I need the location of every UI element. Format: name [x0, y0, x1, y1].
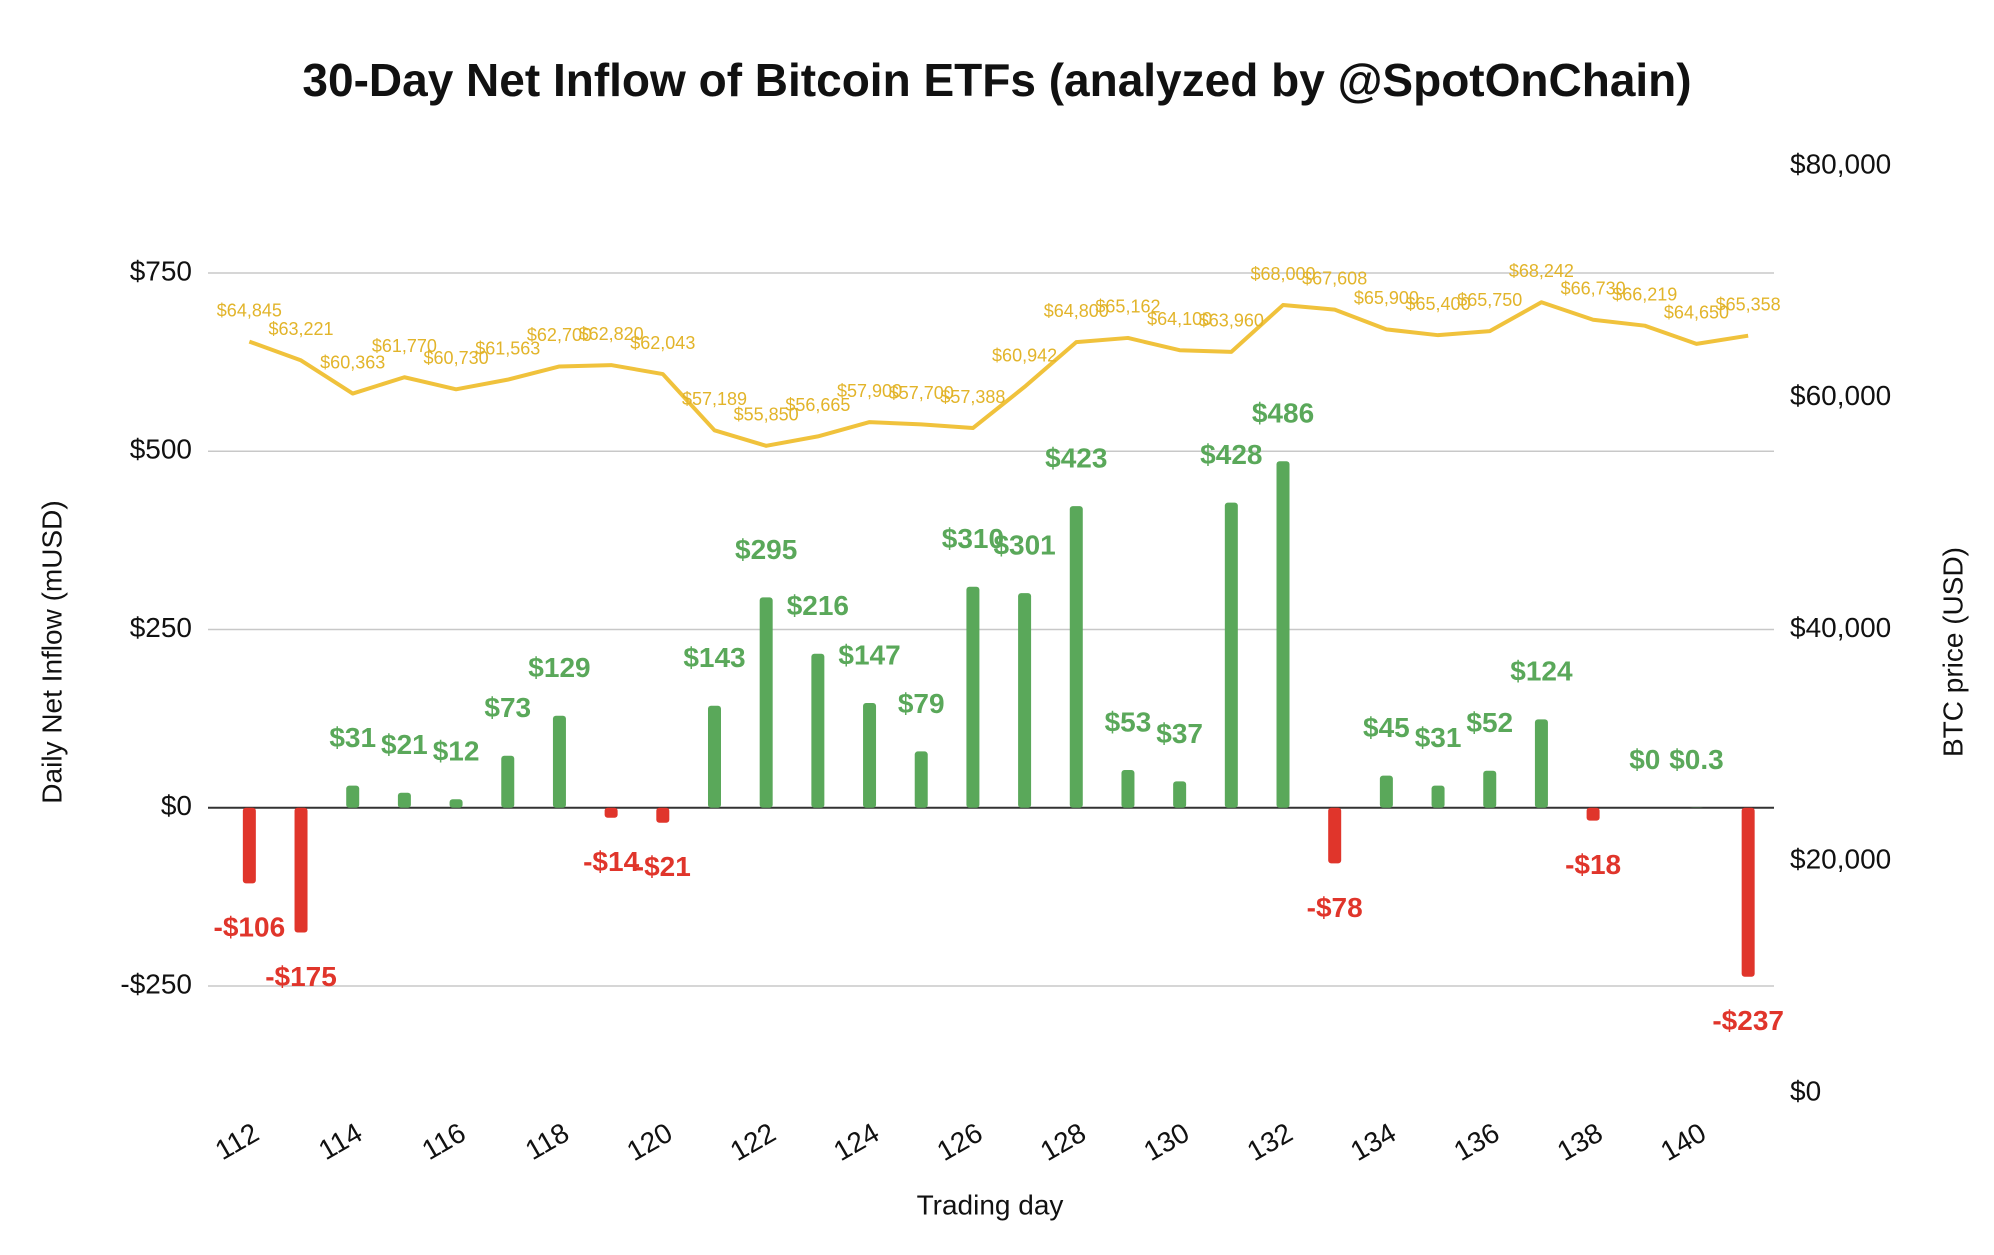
bar — [1483, 771, 1496, 808]
bar — [398, 793, 411, 808]
bar-value-label: $0 — [1629, 744, 1660, 775]
bar — [863, 703, 876, 808]
bar-value-label: $486 — [1252, 398, 1314, 429]
y2-tick-label: $20,000 — [1790, 844, 1891, 875]
bar-value-label: $0.3 — [1669, 744, 1724, 775]
bar-value-label: $428 — [1200, 439, 1262, 470]
bar-value-label: $21 — [381, 729, 428, 760]
y2-tick-label: $60,000 — [1790, 380, 1891, 411]
y2-tick-label: $40,000 — [1790, 612, 1891, 643]
bar-value-label: -$175 — [265, 961, 337, 992]
bar-value-label: $143 — [683, 642, 745, 673]
price-label: $63,221 — [268, 319, 333, 339]
bar-value-label: $423 — [1045, 443, 1107, 474]
price-label: $66,219 — [1612, 284, 1677, 304]
price-label: $62,043 — [630, 333, 695, 353]
bar-value-label: -$106 — [214, 912, 286, 943]
price-label: $63,960 — [1199, 311, 1264, 331]
bar — [1018, 593, 1031, 808]
bar-value-label: $129 — [528, 652, 590, 683]
y-tick-label: $250 — [130, 612, 192, 643]
bar — [1587, 808, 1600, 821]
bar-value-label: $31 — [1415, 722, 1462, 753]
price-label: $65,750 — [1457, 290, 1522, 310]
price-label: $64,845 — [217, 300, 282, 320]
price-label: $67,608 — [1302, 268, 1367, 288]
x-axis-title: Trading day — [917, 1189, 1064, 1220]
bar — [1225, 503, 1238, 808]
bar-value-label: $45 — [1363, 712, 1410, 743]
bar-value-label: $37 — [1156, 718, 1203, 749]
bar — [1380, 776, 1393, 808]
bar — [1742, 808, 1755, 977]
bar-value-label: $301 — [993, 530, 1055, 561]
price-label: $57,388 — [940, 387, 1005, 407]
bar-value-label: -$237 — [1712, 1005, 1784, 1036]
price-label: $65,358 — [1716, 294, 1781, 314]
bar — [450, 799, 463, 808]
price-label: $60,942 — [992, 346, 1057, 366]
bar — [966, 587, 979, 808]
bar — [605, 808, 618, 818]
bar — [553, 716, 566, 808]
bar-value-label: -$21 — [635, 851, 691, 882]
bar-value-label: $53 — [1105, 706, 1152, 737]
bar-value-label: $216 — [787, 590, 849, 621]
chart-title: 30-Day Net Inflow of Bitcoin ETFs (analy… — [302, 54, 1691, 106]
bar — [760, 597, 773, 807]
bar — [295, 808, 308, 933]
bar-value-label: $295 — [735, 534, 797, 565]
bar-value-label: $73 — [484, 692, 531, 723]
bar — [346, 786, 359, 808]
bar — [1173, 781, 1186, 807]
bar-value-label: -$14 — [583, 846, 639, 877]
bar-value-label: -$78 — [1307, 892, 1363, 923]
bar-value-label: $31 — [329, 722, 376, 753]
y-tick-label: $500 — [130, 434, 192, 465]
y-tick-label: $750 — [130, 255, 192, 286]
bar-value-label: $147 — [838, 639, 900, 670]
bar — [1432, 786, 1445, 808]
bar — [1070, 506, 1083, 808]
bar — [243, 808, 256, 884]
y-tick-label: $0 — [161, 790, 192, 821]
bar — [1535, 719, 1548, 807]
bar — [1121, 770, 1134, 808]
bar — [708, 706, 721, 808]
y-tick-label: -$250 — [120, 968, 192, 999]
bar-value-label: $124 — [1510, 656, 1573, 687]
bar — [1328, 808, 1341, 864]
y2-tick-label: $80,000 — [1790, 148, 1891, 179]
y2-tick-label: $0 — [1790, 1075, 1821, 1106]
bar-value-label: $52 — [1466, 707, 1513, 738]
bar-value-label: $12 — [433, 736, 480, 767]
bar-value-label: -$18 — [1565, 849, 1621, 880]
bar — [915, 751, 928, 807]
bar — [1277, 461, 1290, 808]
y2-axis-title: BTC price (USD) — [1937, 547, 1968, 757]
bar — [501, 756, 514, 808]
bar — [811, 654, 824, 808]
bar-value-label: $79 — [898, 688, 945, 719]
y-axis-title: Daily Net Inflow (mUSD) — [36, 500, 67, 803]
bar — [656, 808, 669, 823]
